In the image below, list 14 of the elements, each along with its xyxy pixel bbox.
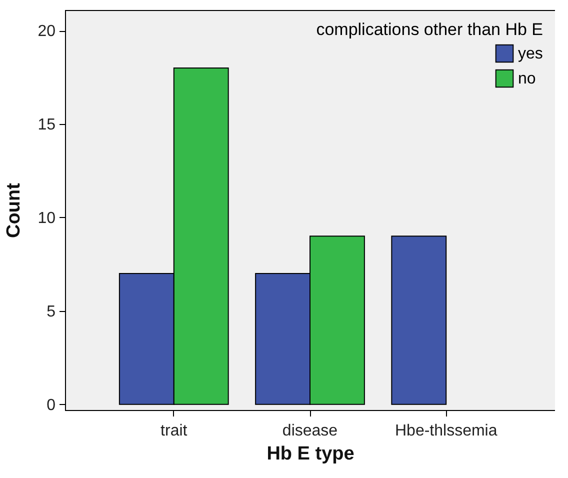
legend-label: yes: [518, 46, 543, 62]
legend-title: complications other than Hb E: [316, 20, 543, 39]
y-tick-label: 10: [38, 210, 56, 227]
x-tick-label: trait: [160, 422, 188, 440]
y-tick-label: 0: [46, 396, 56, 414]
x-tick-label: Hbe-thlssemia: [394, 422, 498, 440]
y-tick-label: 5: [46, 303, 56, 320]
y-tick-label: 15: [38, 116, 56, 134]
y-tick-label: 20: [38, 23, 56, 40]
bar: [391, 236, 447, 405]
y-axis-title: Count: [4, 182, 25, 238]
x-tick-label: disease: [282, 422, 338, 440]
x-axis-title: Hb E type: [266, 444, 354, 464]
legend-label: no: [518, 70, 536, 88]
